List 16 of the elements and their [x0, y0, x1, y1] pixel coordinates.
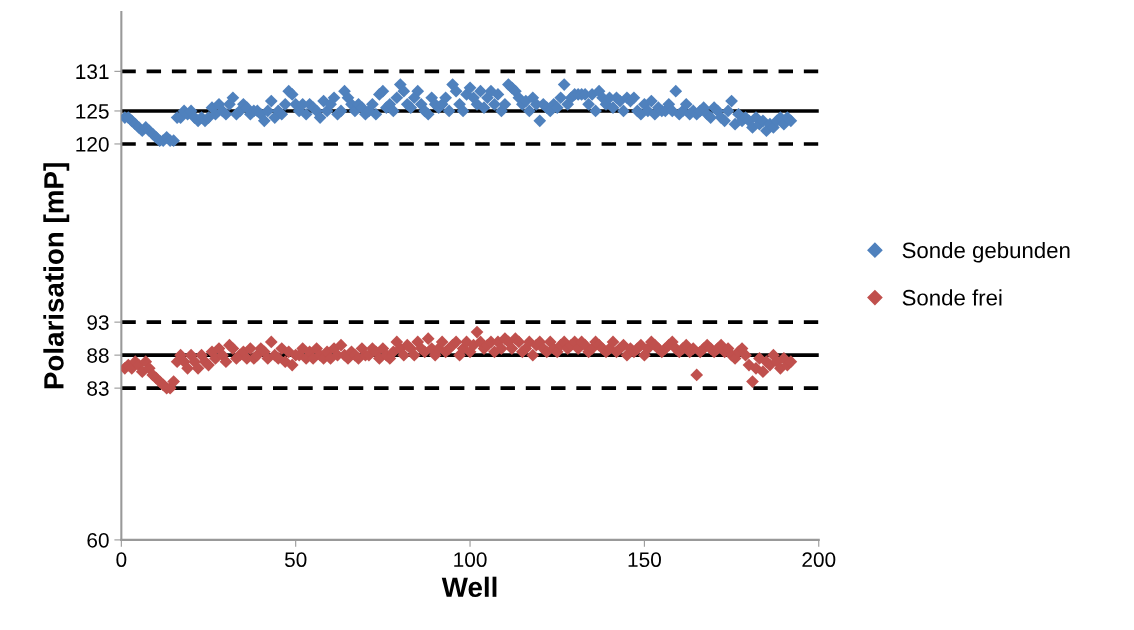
x-tick-label: 150	[628, 552, 661, 568]
legend-label: Sonde gebunden	[902, 241, 1070, 263]
y-axis-title: Polarisation [mP]	[43, 163, 70, 389]
y-tick-label: 88	[87, 348, 109, 363]
x-axis-title: Well	[441, 576, 497, 598]
x-tick-label: 50	[284, 552, 307, 568]
y-tick-label: 125	[76, 103, 109, 119]
legend-label: Sonde frei	[902, 289, 1002, 306]
y-tick-label: 60	[87, 532, 109, 548]
y-tick-label: 83	[87, 381, 109, 396]
y-tick-label: 93	[87, 315, 109, 330]
y-tick-label: 120	[76, 136, 109, 152]
x-tick-label: 200	[802, 552, 836, 568]
y-tick-label: 131	[76, 64, 109, 80]
x-tick-label: 0	[116, 552, 127, 568]
x-tick-label: 100	[454, 552, 487, 568]
